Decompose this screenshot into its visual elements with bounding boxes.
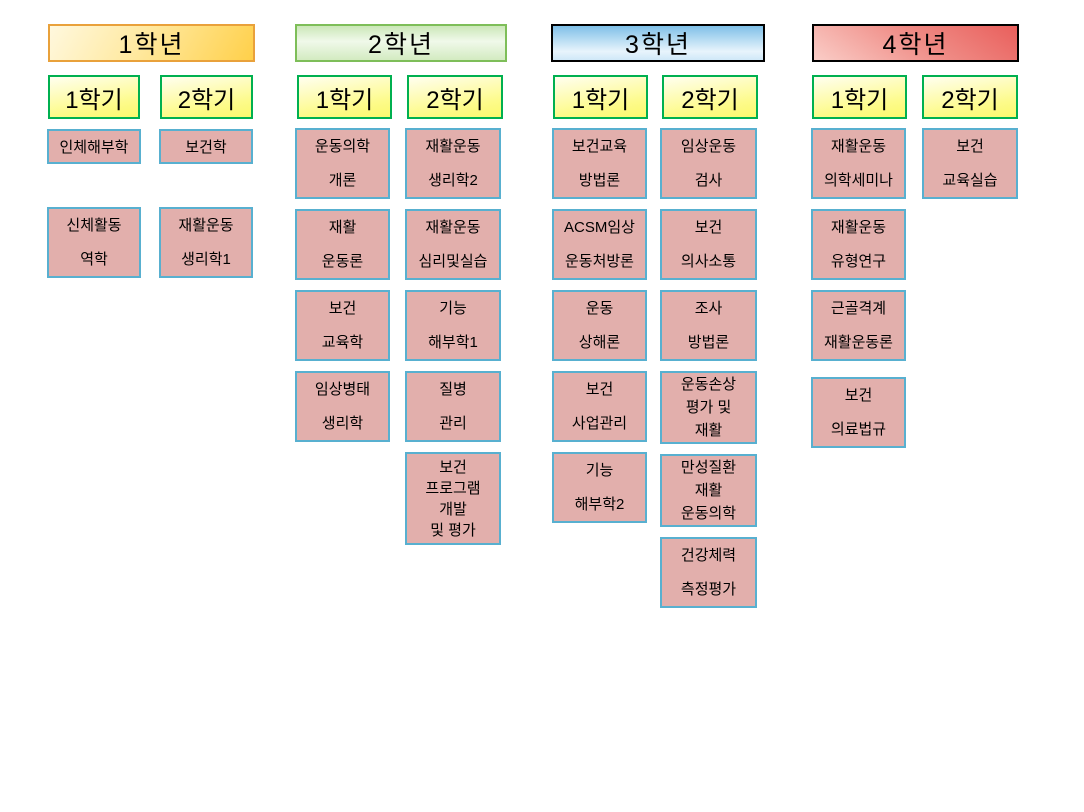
- course-box: 보건 사업관리: [552, 371, 647, 442]
- course-box: 건강체력 측정평가: [660, 537, 757, 608]
- year-3-semester-1-course-stack: 보건교육 방법론 ACSM임상 운동처방론 운동 상해론 보건 사업관리 기능 …: [552, 128, 647, 533]
- year-2-semester-2-course-stack: 재활운동 생리학2 재활운동 심리및실습 기능 해부학1 질병 관리 보건 프로…: [405, 128, 501, 555]
- course-box: 보건 의사소통: [660, 209, 757, 280]
- course-box: 재활운동 유형연구: [811, 209, 906, 280]
- year-4-semester-1-label: 1학기: [812, 75, 907, 119]
- year-4-semester-2-course-stack: 보건 교육실습: [922, 128, 1018, 209]
- year-1-semester-2-label: 2학기: [160, 75, 253, 119]
- course-box: 만성질환 재활 운동의학: [660, 454, 757, 527]
- year-2-semester-2-label: 2학기: [407, 75, 503, 119]
- course-box: 운동의학 개론: [295, 128, 390, 199]
- course-box: 보건 의료법규: [811, 377, 906, 448]
- year-2-header: 2학년: [295, 24, 507, 62]
- year-1-semester-2-course-stack: 보건학 재활운동 생리학1: [159, 129, 253, 288]
- course-box: 보건 교육학: [295, 290, 390, 361]
- course-box: 기능 해부학1: [405, 290, 501, 361]
- course-box: 신체활동 역학: [47, 207, 141, 278]
- year-4-header: 4학년: [812, 24, 1019, 62]
- course-box: 조사 방법론: [660, 290, 757, 361]
- year-1-semester-1-course-stack: 인체해부학 신체활동 역학: [47, 129, 141, 288]
- course-box: 인체해부학: [47, 129, 141, 164]
- course-box: 임상병태 생리학: [295, 371, 390, 442]
- year-3-semester-2-label: 2학기: [662, 75, 758, 119]
- year-2-semester-1-course-stack: 운동의학 개론 재활 운동론 보건 교육학 임상병태 생리학: [295, 128, 390, 452]
- course-box: 보건 교육실습: [922, 128, 1018, 199]
- year-4-semester-1-course-stack: 재활운동 의학세미나 재활운동 유형연구 근골격계 재활운동론 보건 의료법규: [811, 128, 906, 458]
- course-box: 운동 상해론: [552, 290, 647, 361]
- year-2-semester-1-label: 1학기: [297, 75, 392, 119]
- course-box: ACSM임상 운동처방론: [552, 209, 647, 280]
- year-4-semester-2-label: 2학기: [922, 75, 1018, 119]
- year-3-semester-1-label: 1학기: [553, 75, 648, 119]
- year-3-header: 3학년: [551, 24, 765, 62]
- course-box: 보건학: [159, 129, 253, 164]
- course-box: 질병 관리: [405, 371, 501, 442]
- course-box: 임상운동 검사: [660, 128, 757, 199]
- year-3-semester-2-course-stack: 임상운동 검사 보건 의사소통 조사 방법론 운동손상 평가 및 재활 만성질환…: [660, 128, 757, 618]
- course-box: 재활운동 의학세미나: [811, 128, 906, 199]
- course-box: 근골격계 재활운동론: [811, 290, 906, 361]
- course-box: 재활운동 심리및실습: [405, 209, 501, 280]
- year-1-semester-1-label: 1학기: [48, 75, 140, 119]
- course-box: 재활운동 생리학1: [159, 207, 253, 278]
- year-1-header: 1학년: [48, 24, 255, 62]
- course-box: 운동손상 평가 및 재활: [660, 371, 757, 444]
- course-box: 재활운동 생리학2: [405, 128, 501, 199]
- course-box: 재활 운동론: [295, 209, 390, 280]
- course-box: 보건교육 방법론: [552, 128, 647, 199]
- course-box: 보건 프로그램 개발 및 평가: [405, 452, 501, 545]
- course-box: 기능 해부학2: [552, 452, 647, 523]
